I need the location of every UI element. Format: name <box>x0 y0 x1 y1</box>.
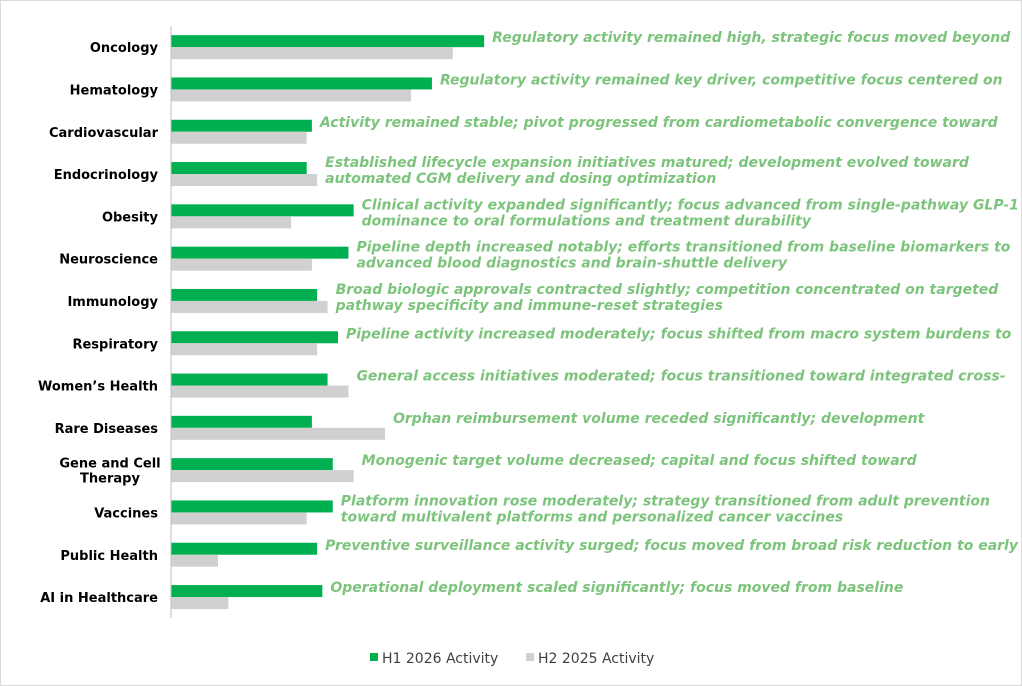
annotation-text: Pipeline activity increased moderately; … <box>346 326 1012 342</box>
category-label: Immunology <box>67 295 158 310</box>
category-label: Cardiovascular <box>49 126 159 141</box>
category-label: AI in Healthcare <box>40 591 158 606</box>
bar-h1-2026-7 <box>171 331 338 344</box>
bar-h1-2026-13 <box>171 585 323 598</box>
annotation-text: Activity remained stable; pivot progress… <box>319 115 999 131</box>
bar-h2-2025-3 <box>171 174 318 187</box>
bar-h2-2025-11 <box>171 512 307 525</box>
bar-h2-2025-5 <box>171 258 312 271</box>
bar-h1-2026-3 <box>171 162 307 175</box>
legend: H1 2026 Activity H2 2025 Activity <box>370 651 654 667</box>
category-label: Rare Diseases <box>55 422 159 437</box>
bar-h1-2026-8 <box>171 373 328 386</box>
annotation-text: Orphan reimbursement volume receded sign… <box>393 411 926 427</box>
category-label: Public Health <box>60 549 158 564</box>
bar-h2-2025-4 <box>171 216 292 229</box>
annotation-text: Operational deployment scaled significan… <box>330 580 903 596</box>
bar-h2-2025-13 <box>171 597 229 610</box>
legend-swatch <box>370 653 378 661</box>
annotation-text: Clinical activity expanded significantly… <box>362 197 1019 229</box>
annotations: Regulatory activity remained high, strat… <box>319 30 1019 596</box>
category-label: Neuroscience <box>59 253 158 268</box>
bars-layer <box>171 35 485 610</box>
bar-h1-2026-5 <box>171 246 349 259</box>
category-label: Endocrinology <box>54 168 159 183</box>
category-label: Oncology <box>90 41 159 56</box>
bar-h1-2026-4 <box>171 204 354 217</box>
annotation-text: Regulatory activity remained high, strat… <box>492 30 1011 46</box>
bar-h1-2026-12 <box>171 542 318 555</box>
legend-label: H2 2025 Activity <box>538 651 654 667</box>
bar-h1-2026-0 <box>171 35 485 48</box>
bar-h1-2026-2 <box>171 119 312 132</box>
bar-h1-2026-9 <box>171 415 312 428</box>
legend-item-h2-2025: H2 2025 Activity <box>526 651 654 667</box>
annotation-text: Monogenic target volume decreased; capit… <box>362 453 918 469</box>
category-label: Obesity <box>102 210 159 225</box>
category-label: Women’s Health <box>38 380 158 395</box>
bar-h2-2025-0 <box>171 47 453 60</box>
category-label: Hematology <box>70 83 159 98</box>
annotation-text: General access initiatives moderated; fo… <box>356 369 1005 385</box>
annotation-text: Established lifecycle expansion initiati… <box>325 155 970 187</box>
bar-h2-2025-6 <box>171 300 328 313</box>
annotation-text: Pipeline depth increased notably; effort… <box>356 240 1010 272</box>
bar-h1-2026-10 <box>171 458 333 471</box>
legend-item-h1-2026: H1 2026 Activity <box>370 651 498 667</box>
bar-h2-2025-12 <box>171 554 218 567</box>
category-label: Gene and Cell Therapy <box>59 457 160 487</box>
legend-swatch <box>526 653 534 661</box>
category-label: Respiratory <box>72 337 158 352</box>
bar-h2-2025-9 <box>171 427 385 440</box>
bar-h2-2025-10 <box>171 470 354 483</box>
bar-h2-2025-2 <box>171 131 307 144</box>
annotation-text: Regulatory activity remained key driver,… <box>440 72 1003 88</box>
legend-label: H1 2026 Activity <box>382 651 498 667</box>
bar-h1-2026-6 <box>171 288 318 301</box>
bar-h2-2025-7 <box>171 343 318 356</box>
annotation-text: Broad biologic approvals contracted slig… <box>335 282 1000 314</box>
annotation-text: Platform innovation rose moderately; str… <box>341 493 990 525</box>
annotation-text: Preventive surveillance activity surged;… <box>325 538 1019 554</box>
bar-h1-2026-1 <box>171 77 432 90</box>
bar-h2-2025-1 <box>171 89 412 102</box>
category-labels: Oncology Hematology Cardiovascular Endocrin… <box>38 41 161 606</box>
bar-h2-2025-8 <box>171 385 349 398</box>
bar-h1-2026-11 <box>171 500 333 513</box>
category-label: Vaccines <box>94 506 158 521</box>
